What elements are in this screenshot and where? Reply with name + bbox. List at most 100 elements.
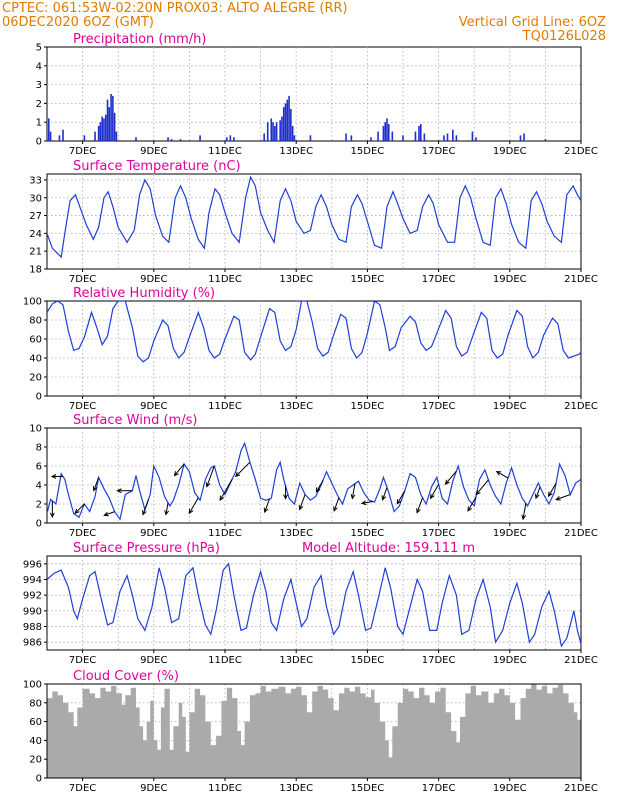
precipitation-bar: [108, 107, 111, 141]
precipitation-bar: [272, 122, 274, 141]
precipitation-xtick-label: 13DEC: [279, 146, 313, 157]
wind-arrow-shaft: [315, 480, 324, 493]
precipitation-xtick-label: 19DEC: [493, 146, 527, 157]
wind-arrow: [555, 494, 571, 501]
wind-arrow-head: [467, 506, 472, 512]
precipitation-bar: [112, 95, 114, 141]
wind-arrow: [360, 500, 373, 506]
precipitation-bar: [391, 131, 394, 141]
humidity-xtick-label: 13DEC: [279, 401, 313, 412]
wind-arrow-shaft: [206, 465, 215, 487]
cloud-cover-panel: 0 20 40 60 80 100 7DEC 9DEC 11DEC 13DEC 15DEC 17DEC…: [23, 669, 598, 794]
wind-ytick-label: 2: [36, 500, 42, 511]
temperature-ytick-label: 27: [29, 211, 42, 222]
temperature-title: Surface Temperature (nC): [73, 159, 241, 174]
precipitation-bar: [113, 112, 116, 141]
precipitation-bar: [293, 135, 296, 141]
precipitation-panel: 0 1 2 3 4 5 7DEC 9DEC 11DEC 13DEC 15DEC 17DEC 19DEC 2…: [36, 32, 598, 157]
temperature-series-line: [46, 175, 582, 259]
precipitation-bar: [97, 125, 100, 141]
wind-arrow-shaft: [299, 494, 306, 510]
humidity-ytick-label: 40: [29, 354, 42, 365]
panels-container: 0 1 2 3 4 5 7DEC 9DEC 11DEC 13DEC 15DEC 17DEC 19DEC 2…: [23, 32, 598, 794]
precipitation-bar: [284, 103, 287, 141]
wind-arrow-shaft: [333, 497, 340, 511]
wind-arrow: [219, 479, 233, 502]
precipitation-bar: [345, 133, 347, 141]
wind-arrow: [298, 494, 306, 511]
cloud-cover-title: Cloud Cover (%): [73, 669, 179, 684]
precipitation-bar: [279, 120, 281, 141]
wind-frame: [46, 427, 582, 524]
wind-series-line: [46, 441, 582, 521]
wind-xtick-label: 13DEC: [279, 528, 313, 539]
precipitation-bar: [167, 137, 169, 141]
wind-arrow: [381, 487, 388, 501]
precipitation-bar: [419, 124, 422, 141]
wind-arrow-shaft: [382, 487, 388, 500]
wind-arrow-head: [234, 471, 241, 478]
wind-xtick-label: 7DEC: [69, 528, 96, 539]
pressure-ytick-label: 988: [23, 622, 42, 633]
pressure-annotation: Model Altitude: 159.111 m: [302, 541, 475, 556]
wind-arrow-head: [333, 506, 338, 512]
wind-arrow-shaft: [522, 503, 527, 520]
pressure-xtick-label: 13DEC: [279, 655, 313, 666]
precipitation-xtick-label: 7DEC: [69, 146, 96, 157]
precipitation-xtick-label: 15DEC: [351, 146, 385, 157]
precipitation-bar: [47, 118, 50, 141]
wind-arrow-head: [495, 470, 502, 476]
humidity-ytick-label: 0: [36, 392, 42, 403]
temperature-xtick-label: 17DEC: [422, 274, 456, 285]
precipitation-bar: [288, 95, 290, 141]
wind-arrow: [234, 461, 251, 478]
precipitation-bar: [291, 125, 294, 141]
precipitation-bar: [275, 122, 278, 141]
wind-title: Surface Wind (m/s): [73, 413, 197, 428]
pressure-title: Surface Pressure (hPa): [73, 541, 220, 556]
wind-arrow-shaft: [165, 502, 169, 515]
wind-arrow-head: [350, 494, 356, 500]
precipitation-bar: [83, 135, 86, 141]
pressure-ytick-label: 986: [23, 638, 42, 649]
precipitation-bar: [229, 135, 232, 141]
cloud-cover-ytick-label: 40: [29, 736, 42, 747]
precipitation-bar: [233, 137, 235, 141]
wind-arrow-head: [548, 491, 553, 498]
precipitation-bar: [290, 109, 292, 141]
wind-arrow-head: [173, 471, 179, 477]
wind-arrow-shaft: [548, 482, 557, 497]
wind-arrow-head: [116, 488, 122, 494]
temperature-frame: [46, 173, 582, 270]
cloud-cover-xtick-label: 19DEC: [493, 783, 527, 794]
precipitation-bar: [263, 133, 265, 141]
wind-xtick-label: 21DEC: [564, 528, 598, 539]
wind-arrow: [50, 474, 64, 479]
wind-arrow: [188, 497, 199, 515]
wind-arrow-shaft: [496, 471, 509, 479]
temperature-xtick-label: 21DEC: [564, 274, 598, 285]
wind-arrow: [74, 503, 85, 515]
temperature-xtick-label: 15DEC: [351, 274, 385, 285]
wind-arrow-head: [444, 479, 450, 485]
wind-arrow: [315, 480, 324, 493]
wind-arrow-shaft: [351, 483, 356, 499]
cloud-cover-xtick-label: 11DEC: [208, 783, 242, 794]
pressure-xtick-label: 17DEC: [422, 655, 456, 666]
cloud-cover-xtick-label: 13DEC: [279, 783, 313, 794]
humidity-xtick-label: 19DEC: [493, 401, 527, 412]
precipitation-xtick-label: 9DEC: [140, 146, 167, 157]
wind-arrow-head: [142, 510, 147, 516]
wind-ytick-label: 4: [36, 481, 42, 492]
wind-arrow: [521, 503, 527, 521]
precipitation-bar: [370, 137, 372, 141]
wind-arrow: [103, 511, 115, 517]
precipitation-ytick-label: 5: [36, 43, 42, 54]
precipitation-bar: [443, 135, 445, 141]
precipitation-bar: [386, 118, 388, 141]
precipitation-bar: [309, 135, 312, 141]
wind-arrow: [416, 497, 424, 514]
precipitation-bar: [99, 122, 102, 141]
wind-arrow-head: [535, 493, 540, 500]
